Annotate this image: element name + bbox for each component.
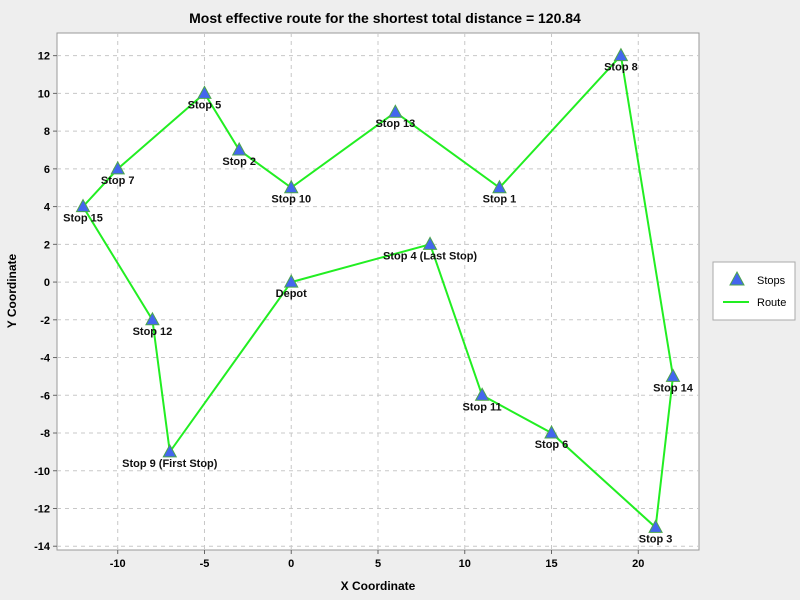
y-tick-label: 10: [38, 88, 50, 100]
stop-label: Stop 4 (Last Stop): [383, 250, 477, 262]
stop-label: Stop 6: [535, 439, 569, 451]
stop-marker: [474, 387, 490, 401]
stop-label: Stop 9 (First Stop): [122, 458, 218, 470]
stop-label: Stop 11: [463, 401, 502, 413]
stop-label: Stop 10: [271, 194, 311, 206]
y-tick-label: 2: [44, 239, 50, 251]
legend-box: [712, 261, 796, 321]
y-axis-title: Y Coordinate: [5, 253, 19, 328]
x-tick-label: 10: [459, 558, 471, 570]
legend-route-label: Route: [757, 297, 786, 309]
x-axis-title: X Coordinate: [341, 579, 416, 593]
stop-label: Stop 14: [653, 382, 694, 394]
y-tick-label: 8: [44, 126, 50, 138]
stop-label: Stop 15: [63, 213, 103, 225]
grid-lines: [57, 33, 699, 550]
x-tick-label: -10: [110, 558, 126, 570]
y-tick-label: 4: [44, 202, 51, 214]
x-tick-label: 20: [632, 558, 644, 570]
y-tick-label: -6: [40, 390, 50, 402]
stop-labels: Depot Stop 1 Stop 2 Stop 3 Stop 4 (Last Stop…: [63, 62, 694, 546]
stop-label: Stop 2: [222, 156, 256, 168]
stop-marker: [110, 160, 126, 175]
y-tick-label: 0: [44, 277, 50, 289]
stop-marker: [145, 311, 160, 326]
stop-marker: [231, 141, 247, 156]
y-tick-label: -12: [34, 503, 50, 515]
y-tick-label: 12: [38, 51, 50, 63]
y-tick-label: 6: [44, 164, 50, 176]
stop-marker: [544, 424, 559, 439]
stop-marker: [388, 104, 403, 118]
stop-label: Stop 13: [375, 118, 415, 130]
stop-label: Stop 8: [604, 62, 638, 74]
stop-marker: [613, 47, 629, 62]
stop-marker: [492, 179, 507, 194]
y-tick-label: -8: [40, 428, 50, 440]
stop-label: Stop 5: [188, 99, 222, 111]
stop-marker: [648, 519, 663, 533]
stop-label: Depot: [276, 288, 308, 300]
stop-marker: [283, 274, 299, 288]
stop-label: Stop 12: [133, 326, 173, 338]
y-tick-label: -4: [40, 353, 51, 365]
stop-marker: [162, 443, 178, 458]
stop-markers: [75, 47, 681, 533]
stop-label: Stop 7: [101, 175, 135, 187]
y-tick-label: -14: [34, 541, 51, 553]
legend-stops-label: Stops: [757, 275, 786, 287]
chart-title: Most effective route for the shortest to…: [189, 10, 581, 26]
x-tick-label: 0: [288, 558, 294, 570]
stop-marker: [197, 85, 212, 99]
x-tick-label: 5: [375, 558, 381, 570]
y-tick-label: -10: [34, 466, 50, 478]
legend-stops-marker: [729, 270, 745, 286]
x-tick-label: 15: [545, 558, 557, 570]
legend: Stops Route: [712, 261, 796, 321]
stop-marker: [422, 236, 438, 250]
x-tick-label: -5: [200, 558, 210, 570]
stop-label: Stop 3: [639, 533, 673, 545]
stop-marker: [665, 368, 681, 382]
stop-label: Stop 1: [483, 194, 517, 206]
stop-marker: [283, 179, 299, 194]
y-tick-label: -2: [40, 315, 50, 327]
stop-marker: [75, 198, 91, 213]
